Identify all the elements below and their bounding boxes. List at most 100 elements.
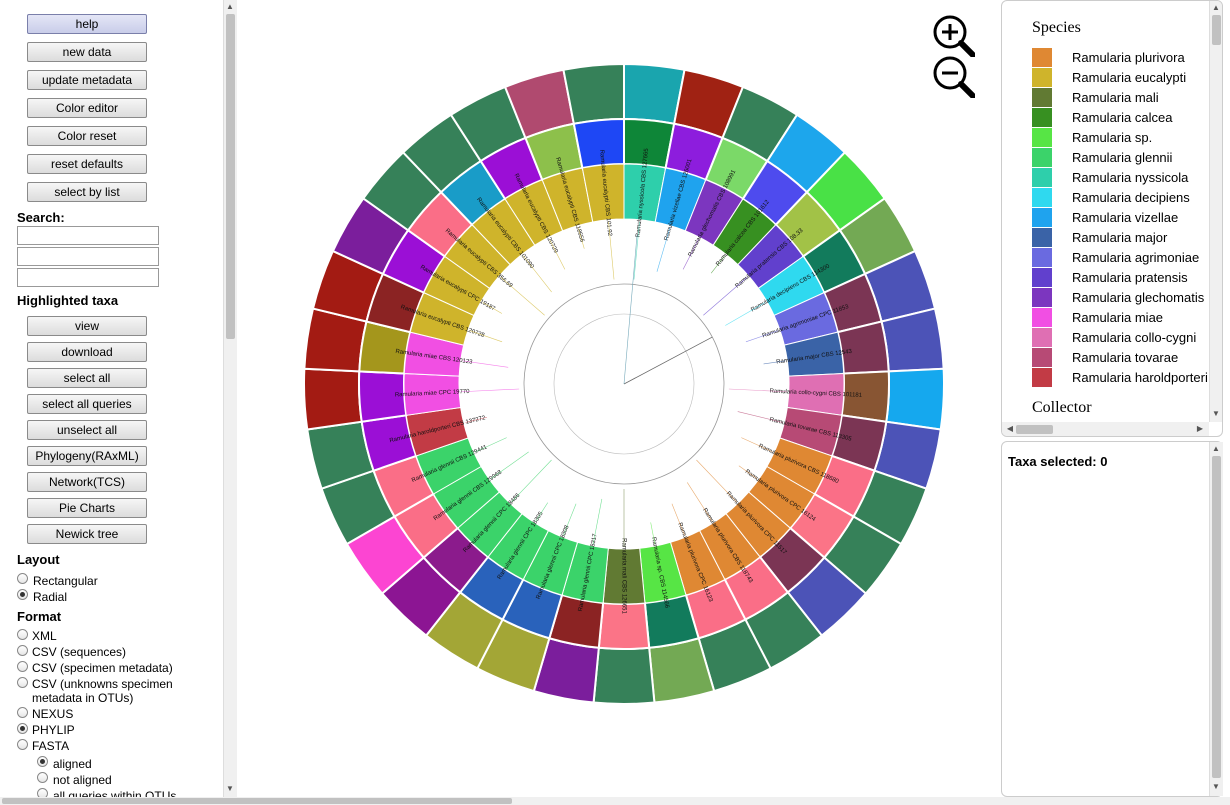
page-hscrollbar[interactable] bbox=[0, 797, 1230, 805]
tree-root-branch[interactable] bbox=[623, 336, 713, 385]
fasta-aligned-radio[interactable] bbox=[37, 756, 48, 767]
legend-scroll-left-icon[interactable]: ◀ bbox=[1006, 424, 1014, 433]
select-all-button[interactable]: select all bbox=[27, 368, 147, 388]
pie-charts-button[interactable]: Pie Charts bbox=[27, 498, 147, 518]
tree-branch[interactable] bbox=[461, 388, 520, 393]
format-xml-radio[interactable] bbox=[17, 629, 28, 640]
tree-inner-arc[interactable] bbox=[523, 283, 725, 485]
tree-branch[interactable] bbox=[535, 502, 549, 522]
legend-hscrollbar[interactable]: ◀ ▶ bbox=[1002, 422, 1209, 436]
selection-scrollbar[interactable]: ▲ ▼ bbox=[1209, 442, 1223, 796]
tree-branch[interactable] bbox=[696, 459, 737, 503]
tree-branch[interactable] bbox=[563, 503, 577, 536]
selection-scroll-up-icon[interactable]: ▲ bbox=[1212, 444, 1220, 453]
selection-scroll-thumb[interactable] bbox=[1212, 456, 1221, 778]
tree-branch[interactable] bbox=[549, 238, 566, 270]
tree-branch[interactable] bbox=[577, 227, 585, 249]
tree-branch[interactable] bbox=[523, 255, 552, 293]
metadata-ring-outer-segment[interactable] bbox=[562, 62, 625, 125]
format-phylip-radio[interactable] bbox=[17, 723, 28, 734]
fasta-not-aligned-radio[interactable] bbox=[37, 772, 48, 783]
tree-leaf-label[interactable]: Ramularia miae CPC 19770 bbox=[395, 389, 471, 399]
metadata-ring-inner-segment[interactable] bbox=[836, 320, 890, 375]
tree-branch[interactable] bbox=[462, 360, 509, 368]
newick-tree-button[interactable]: Newick tree bbox=[27, 524, 147, 544]
network-button[interactable]: Network(TCS) bbox=[27, 472, 147, 492]
legend-scroll-down-icon[interactable]: ▼ bbox=[1212, 409, 1220, 418]
tree-branch[interactable] bbox=[703, 277, 748, 316]
reset-defaults-button[interactable]: reset defaults bbox=[27, 154, 147, 174]
tree-branch[interactable] bbox=[465, 416, 488, 423]
scroll-up-arrow-icon[interactable]: ▲ bbox=[226, 2, 234, 11]
tree-branch[interactable] bbox=[475, 437, 507, 452]
search-input-1[interactable] bbox=[17, 226, 159, 245]
tree-branch[interactable] bbox=[763, 360, 786, 365]
left-panel-scrollbar[interactable]: ▲ ▼ bbox=[223, 0, 237, 797]
metadata-ring-inner-segment[interactable] bbox=[572, 117, 625, 170]
tree-branch[interactable] bbox=[511, 459, 552, 503]
tree-branch[interactable] bbox=[671, 503, 685, 536]
color-reset-button[interactable]: Color reset bbox=[27, 126, 147, 146]
tree-branch[interactable] bbox=[745, 330, 779, 343]
tree-branch[interactable] bbox=[656, 227, 671, 272]
legend-swatch bbox=[1032, 88, 1052, 107]
select-by-list-button[interactable]: select by list bbox=[27, 182, 147, 202]
selection-scroll-down-icon[interactable]: ▼ bbox=[1212, 782, 1220, 791]
tree-branch[interactable] bbox=[741, 437, 773, 452]
select-all-queries-button[interactable]: select all queries bbox=[27, 394, 147, 414]
fasta-all-queries-radio[interactable] bbox=[37, 788, 48, 797]
metadata-ring-outer-segment[interactable] bbox=[592, 646, 656, 705]
tree-branch[interactable] bbox=[682, 238, 699, 270]
help-button[interactable]: help bbox=[27, 14, 147, 34]
format-csv-specimen-radio[interactable] bbox=[17, 661, 28, 672]
format-csv-unknowns-radio[interactable] bbox=[17, 677, 28, 688]
search-input-2[interactable] bbox=[17, 247, 159, 266]
tree-branch[interactable] bbox=[608, 221, 615, 280]
new-data-button[interactable]: new data bbox=[27, 42, 147, 62]
tree-branch[interactable] bbox=[725, 302, 766, 326]
tree-branch[interactable] bbox=[737, 411, 783, 423]
tree-branch[interactable] bbox=[633, 221, 640, 280]
legend-scroll-right-icon[interactable]: ▶ bbox=[1196, 424, 1204, 433]
tree-branch[interactable] bbox=[710, 255, 725, 274]
tree-branch[interactable] bbox=[650, 522, 656, 545]
tree-branch[interactable] bbox=[500, 277, 545, 316]
metadata-ring-outer-segment[interactable] bbox=[303, 367, 363, 431]
unselect-all-button[interactable]: unselect all bbox=[27, 420, 147, 440]
zoom-out-icon[interactable] bbox=[933, 56, 976, 101]
phylogeny-button[interactable]: Phylogeny(RAxML) bbox=[27, 446, 147, 466]
scroll-down-arrow-icon[interactable]: ▼ bbox=[226, 784, 234, 793]
tree-branch[interactable] bbox=[491, 451, 529, 479]
format-fasta-radio[interactable] bbox=[17, 739, 28, 750]
zoom-in-icon[interactable] bbox=[933, 15, 976, 60]
view-button[interactable]: view bbox=[27, 316, 147, 336]
color-editor-button[interactable]: Color editor bbox=[27, 98, 147, 118]
species-label-segment[interactable] bbox=[581, 163, 625, 223]
tree-branch[interactable] bbox=[728, 388, 787, 393]
layout-rectangular-radio[interactable] bbox=[17, 573, 28, 584]
radial-tree-svg[interactable]: Ramularia nyssicola CBS 127665 Ramularia … bbox=[238, 0, 1000, 797]
tree-leaf-label[interactable]: Ramularia mali CBS 126651 bbox=[620, 538, 626, 614]
legend-hscroll-thumb[interactable] bbox=[1016, 425, 1053, 434]
left-panel-scroll-thumb[interactable] bbox=[226, 14, 235, 339]
tree-branch[interactable] bbox=[482, 302, 503, 314]
format-nexus-radio[interactable] bbox=[17, 707, 28, 718]
tree-branch[interactable] bbox=[592, 498, 603, 545]
layout-radial-radio[interactable] bbox=[17, 589, 28, 600]
update-metadata-button[interactable]: update metadata bbox=[27, 70, 147, 90]
tree-root-branch[interactable] bbox=[623, 234, 638, 385]
download-button[interactable]: download bbox=[27, 342, 147, 362]
tree-branch[interactable] bbox=[469, 330, 503, 343]
metadata-ring-outer-segment[interactable] bbox=[885, 367, 945, 431]
page-hscroll-thumb[interactable] bbox=[2, 798, 512, 804]
legend-scroll-up-icon[interactable]: ▲ bbox=[1212, 3, 1220, 12]
tree-leaf-label[interactable]: Ramularia collo-cygni CBS 101181 bbox=[769, 389, 862, 399]
tree-branch[interactable] bbox=[738, 465, 757, 479]
tree-branch[interactable] bbox=[687, 482, 713, 522]
legend-vscroll-thumb[interactable] bbox=[1212, 15, 1221, 45]
search-input-3[interactable] bbox=[17, 268, 159, 287]
tree-inner-arc[interactable] bbox=[553, 313, 695, 455]
tree-canvas[interactable]: Ramularia nyssicola CBS 127665 Ramularia … bbox=[238, 0, 1000, 797]
format-csv-sequences-radio[interactable] bbox=[17, 645, 28, 656]
legend-vscrollbar[interactable]: ▲ ▼ bbox=[1209, 1, 1222, 422]
